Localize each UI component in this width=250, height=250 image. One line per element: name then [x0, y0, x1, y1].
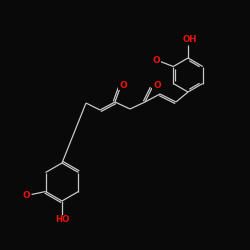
Text: O: O [152, 56, 160, 65]
Text: O: O [119, 80, 127, 90]
Text: O: O [153, 82, 161, 90]
Text: O: O [23, 191, 30, 200]
Text: HO: HO [55, 216, 69, 224]
Text: OH: OH [183, 36, 197, 44]
